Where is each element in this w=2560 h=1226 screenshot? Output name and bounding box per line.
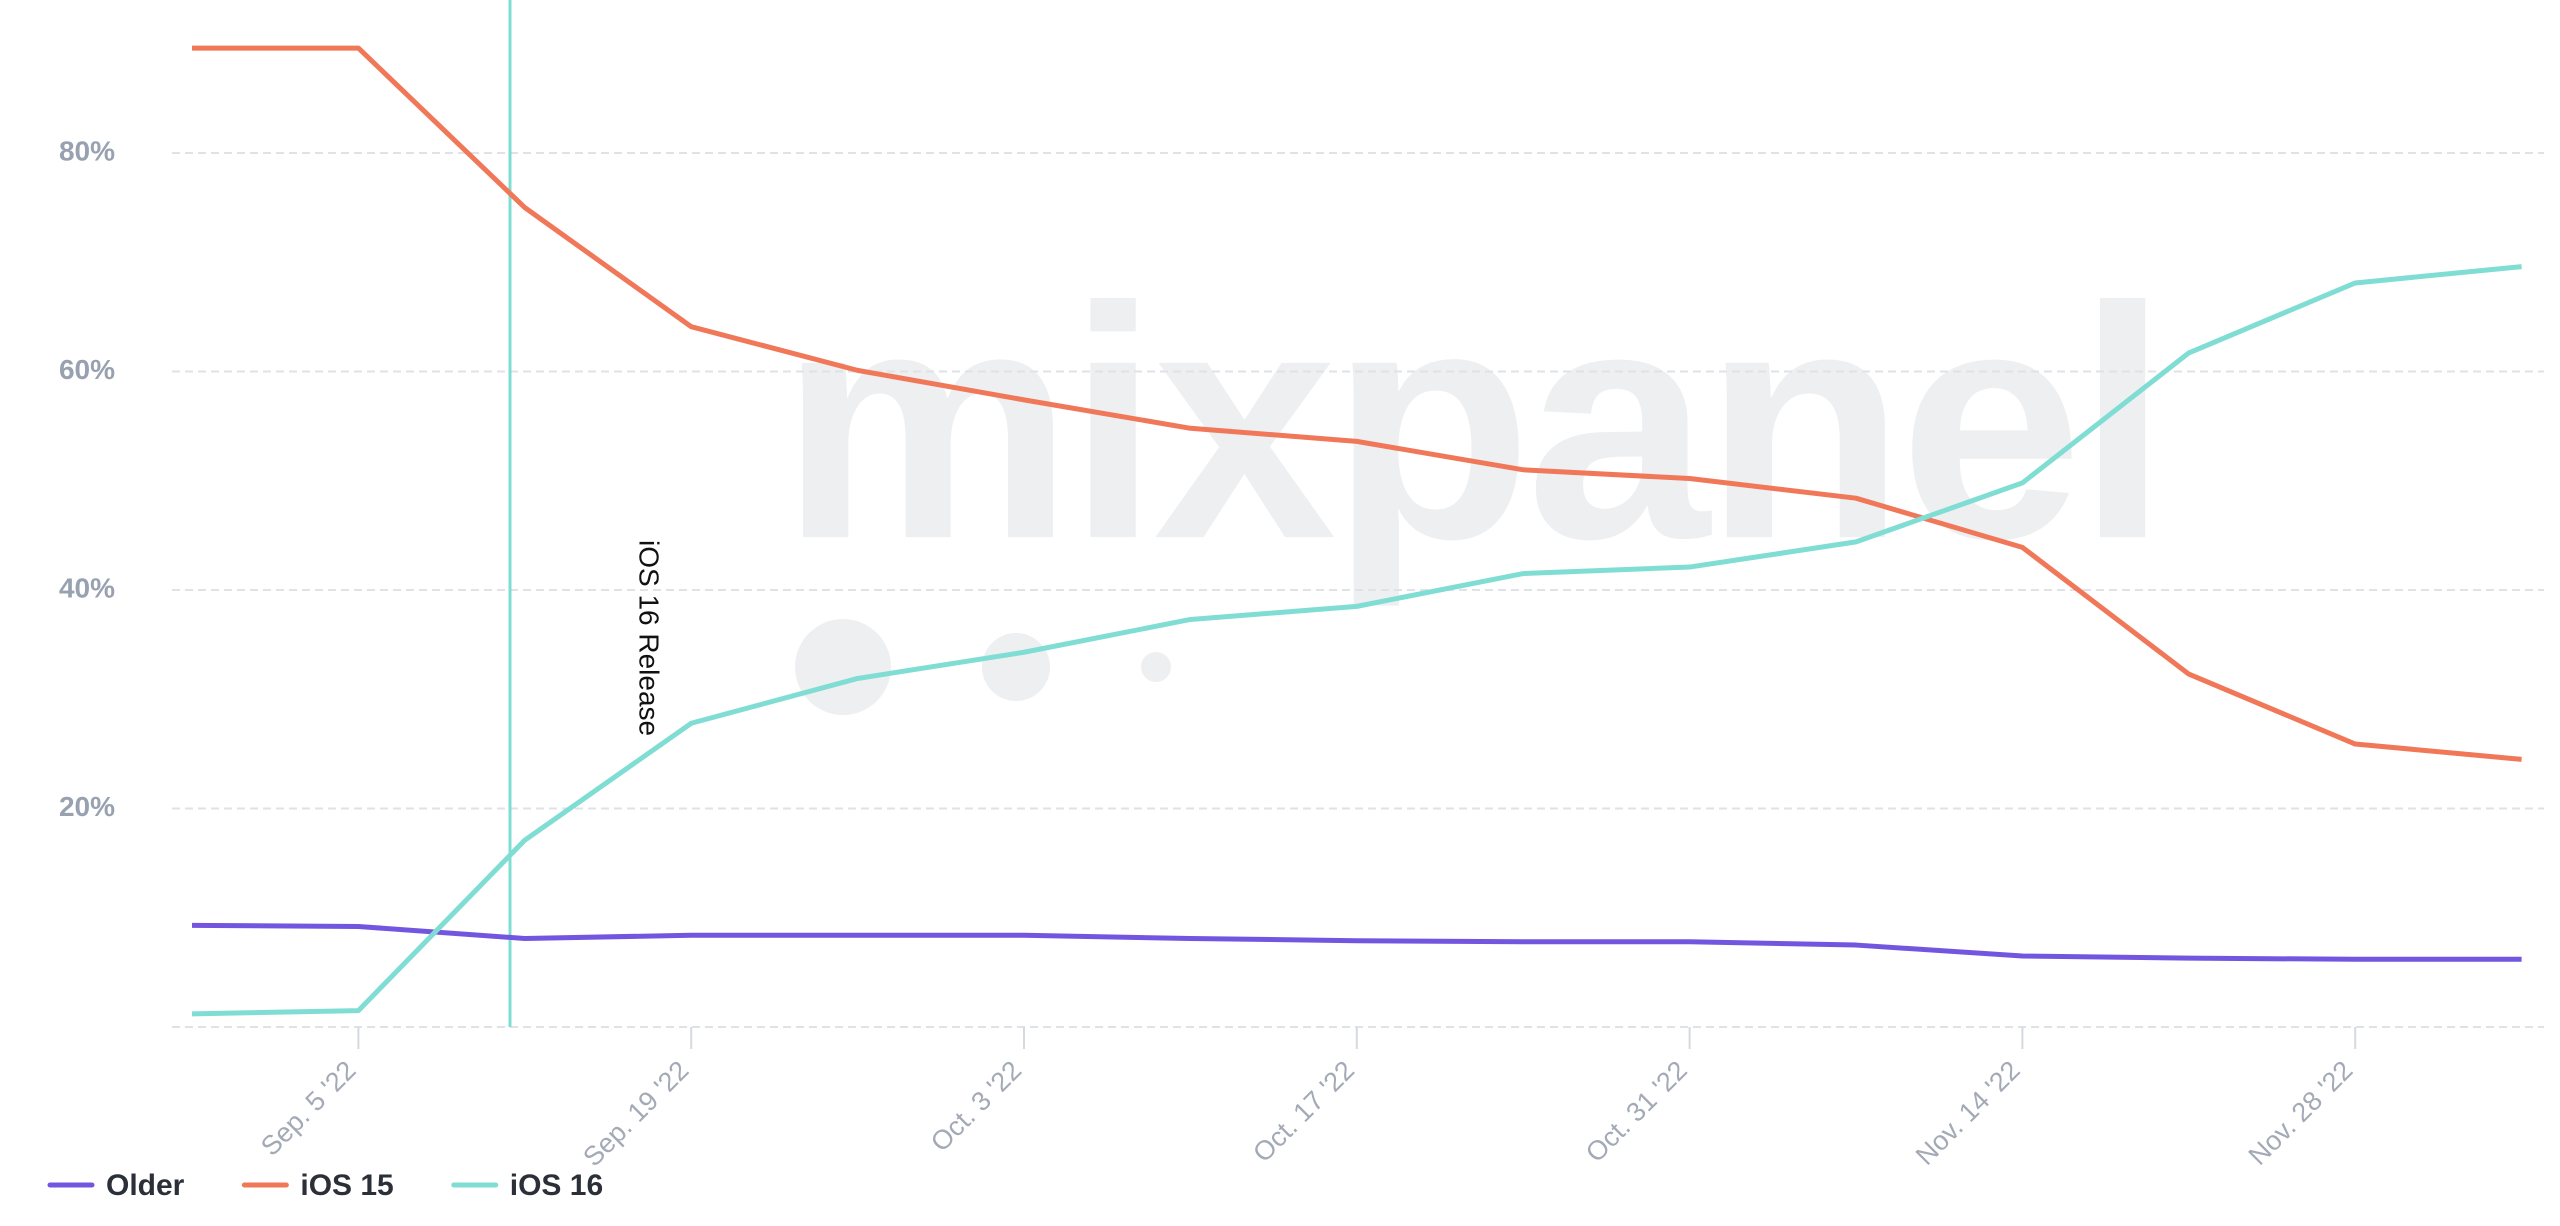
- x-tick-label: Nov. 28 '22: [2243, 1055, 2359, 1171]
- watermark: mixpanel: [780, 238, 2169, 715]
- series-line: [191, 264, 2522, 1017]
- annotation-label: iOS 16 Release: [634, 540, 665, 736]
- x-tick-label: Oct. 31 '22: [1580, 1055, 1693, 1168]
- watermark-dot: [795, 619, 891, 715]
- y-tick-label: 80%: [59, 135, 115, 166]
- x-tick-label: Oct. 3 '22: [925, 1055, 1027, 1157]
- x-tick-label: Sep. 5 '22: [255, 1055, 362, 1162]
- x-tick-label: Oct. 17 '22: [1247, 1055, 1360, 1168]
- watermark-dot: [1141, 652, 1171, 682]
- y-tick-label: 20%: [59, 791, 115, 822]
- legend-label: iOS 15: [300, 1169, 393, 1202]
- legend-label: Older: [106, 1169, 185, 1202]
- series-line: [192, 45, 2522, 762]
- x-tick-label: Nov. 14 '22: [1910, 1055, 2026, 1171]
- y-tick-label: 60%: [59, 354, 115, 385]
- x-tick-label: Sep. 19 '22: [577, 1055, 694, 1172]
- series-line: [191, 922, 2522, 962]
- y-tick-label: 40%: [59, 572, 115, 603]
- legend-label: iOS 16: [510, 1169, 603, 1202]
- watermark-text: mixpanel: [780, 238, 2163, 609]
- watermark-dot: [982, 633, 1050, 701]
